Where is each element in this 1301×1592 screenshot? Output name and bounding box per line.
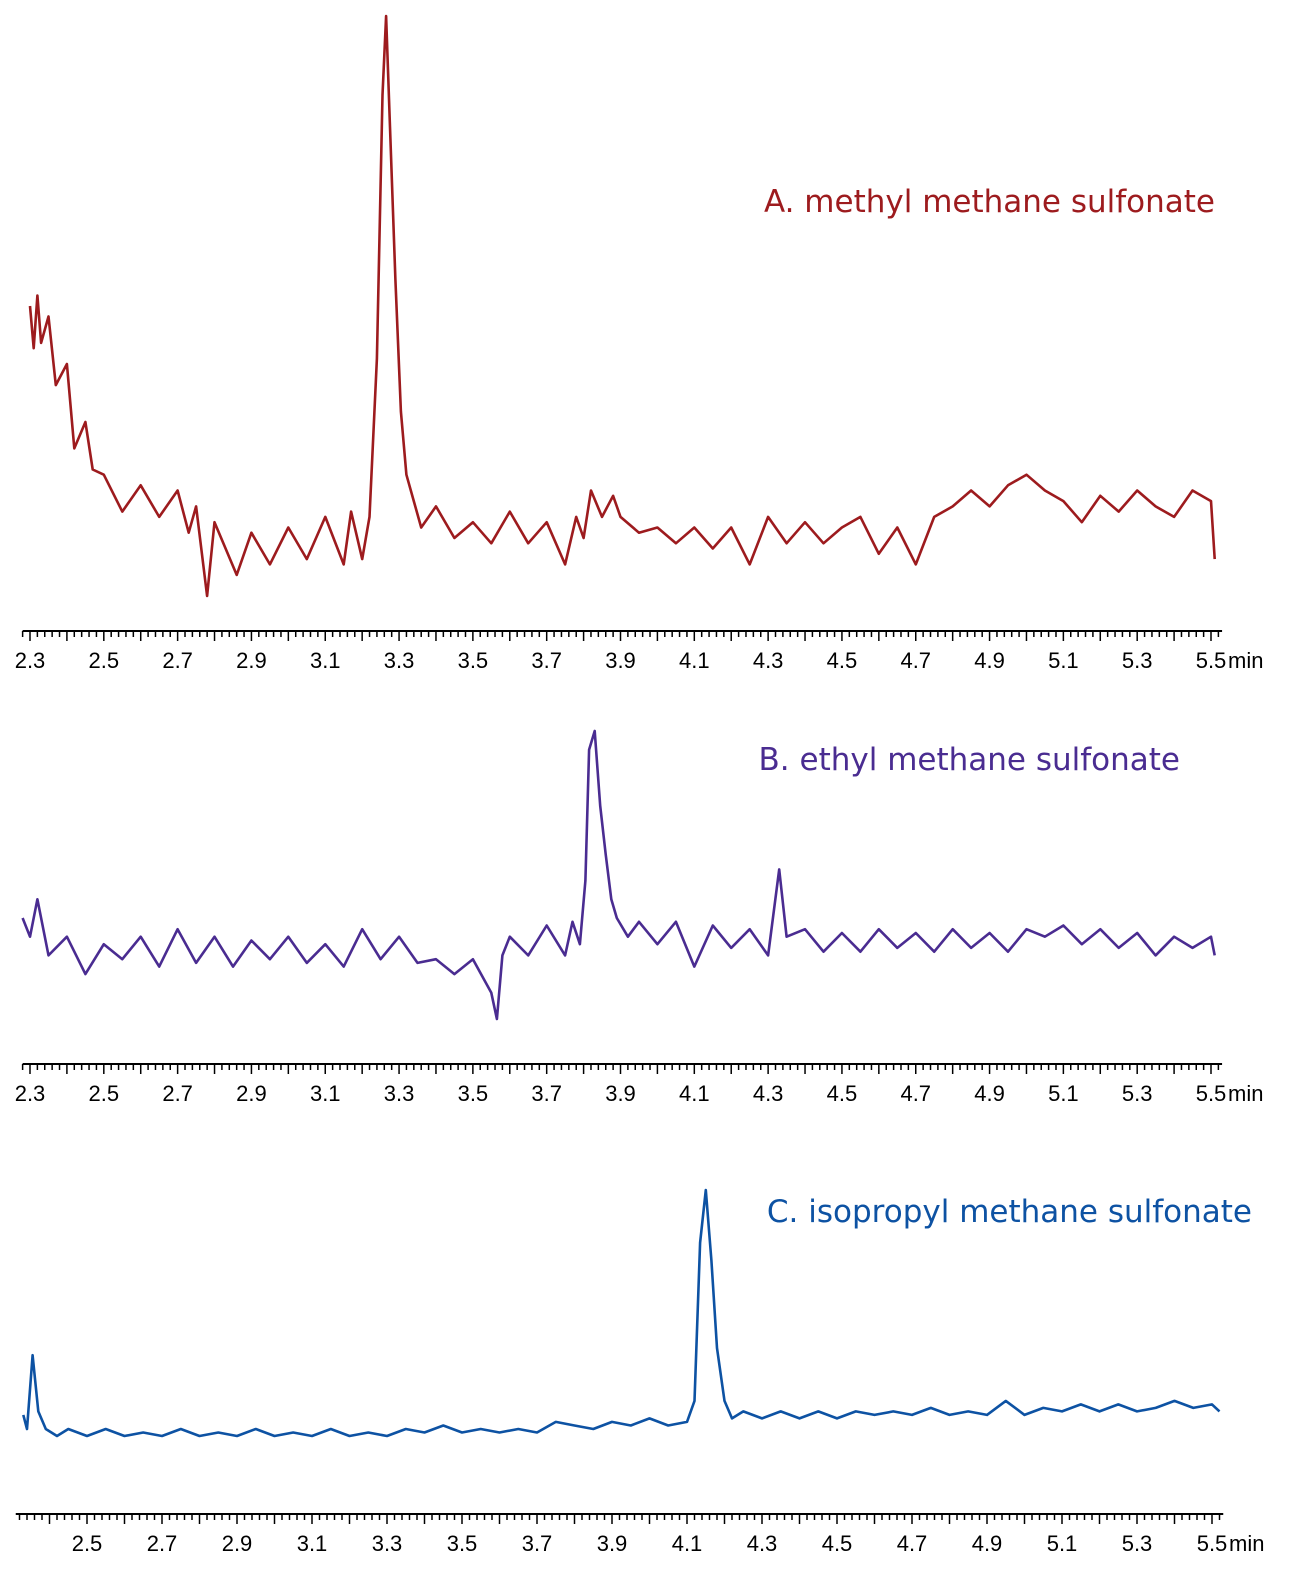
x-tick-label: 2.7 bbox=[147, 1531, 178, 1556]
x-tick-label: 5.3 bbox=[1122, 1531, 1153, 1556]
x-tick-label: 3.5 bbox=[458, 1081, 489, 1106]
x-tick-label: 5.1 bbox=[1048, 1081, 1079, 1106]
x-tick-label: 3.7 bbox=[531, 648, 562, 673]
x-tick-label: 5.5 bbox=[1197, 1531, 1228, 1556]
x-tick-label: 3.9 bbox=[605, 1081, 636, 1106]
x-tick-label: 4.9 bbox=[972, 1531, 1003, 1556]
x-tick-label: 4.3 bbox=[747, 1531, 778, 1556]
trace-label: B. ethyl methane sulfonate bbox=[759, 742, 1180, 778]
chromatogram-trace bbox=[28, 14, 1216, 598]
x-tick-label: 2.9 bbox=[236, 648, 267, 673]
x-tick-label: 2.5 bbox=[72, 1531, 103, 1556]
x-tick-label: 3.3 bbox=[384, 648, 415, 673]
trace-label: A. methyl methane sulfonate bbox=[764, 184, 1215, 220]
x-tick-label: 4.5 bbox=[822, 1531, 853, 1556]
panel-2: 2.3 2.5 2.7 2.9 3.1 3.3 3.5 3.7 3.9 4.1 4.3 4.5 4.7 4… bbox=[15, 729, 1263, 1106]
x-tick-label: 3.7 bbox=[522, 1531, 553, 1556]
x-tick-label: 4.3 bbox=[753, 1081, 784, 1106]
x-tick-label: 5.3 bbox=[1122, 1081, 1153, 1106]
x-tick-label: 3.1 bbox=[310, 1081, 341, 1106]
x-unit-label: min bbox=[1229, 1531, 1264, 1556]
x-tick-label: 3.9 bbox=[605, 648, 636, 673]
x-unit-label: min bbox=[1228, 1081, 1263, 1106]
x-tick-label: 2.3 bbox=[15, 1081, 46, 1106]
x-tick-label: 5.5 bbox=[1196, 1081, 1227, 1106]
x-tick-label: 2.5 bbox=[89, 1081, 120, 1106]
chromatogram-trace bbox=[22, 1188, 1221, 1438]
x-tick-label: 3.7 bbox=[531, 1081, 562, 1106]
x-tick-label: 3.5 bbox=[458, 648, 489, 673]
x-tick-label: 2.9 bbox=[236, 1081, 267, 1106]
chromatogram-trace bbox=[21, 729, 1216, 1021]
x-tick-label: 4.7 bbox=[900, 648, 931, 673]
x-unit-label: min bbox=[1228, 648, 1263, 673]
x-tick-label: 5.5 bbox=[1196, 648, 1227, 673]
x-tick-label: 4.3 bbox=[753, 648, 784, 673]
x-tick-label: 4.1 bbox=[679, 648, 710, 673]
x-tick-label: 5.1 bbox=[1048, 648, 1079, 673]
x-tick-label: 2.7 bbox=[162, 648, 193, 673]
trace-label: C. isopropyl methane sulfonate bbox=[767, 1194, 1252, 1230]
x-tick-label: 3.9 bbox=[597, 1531, 628, 1556]
panel-1: 2.3 2.5 2.7 2.9 3.1 3.3 3.5 3.7 3.9 4.1 4.3 4.5 4.7 4… bbox=[15, 14, 1263, 673]
x-tick-label: 5.1 bbox=[1047, 1531, 1078, 1556]
x-tick-label: 4.1 bbox=[672, 1531, 703, 1556]
x-tick-label: 4.7 bbox=[897, 1531, 928, 1556]
x-tick-label: 4.9 bbox=[974, 648, 1005, 673]
x-tick-label: 4.9 bbox=[974, 1081, 1005, 1106]
x-tick-label: 5.3 bbox=[1122, 648, 1153, 673]
x-tick-label: 3.3 bbox=[372, 1531, 403, 1556]
x-tick-label: 2.3 bbox=[15, 648, 46, 673]
x-tick-label: 2.9 bbox=[222, 1531, 253, 1556]
x-tick-label: 3.1 bbox=[297, 1531, 328, 1556]
panel-3: 2.5 2.7 2.9 3.1 3.3 3.5 3.7 3.9 4.1 4.3 4.5 4.7 4.9 5… bbox=[15, 1188, 1264, 1556]
x-tick-label: 4.5 bbox=[827, 1081, 858, 1106]
x-tick-label: 2.5 bbox=[89, 648, 120, 673]
x-tick-label: 4.1 bbox=[679, 1081, 710, 1106]
x-tick-label: 3.5 bbox=[447, 1531, 478, 1556]
x-tick-label: 2.7 bbox=[162, 1081, 193, 1106]
x-tick-label: 4.5 bbox=[827, 648, 858, 673]
x-tick-label: 3.1 bbox=[310, 648, 341, 673]
x-tick-label: 4.7 bbox=[900, 1081, 931, 1106]
x-tick-label: 3.3 bbox=[384, 1081, 415, 1106]
